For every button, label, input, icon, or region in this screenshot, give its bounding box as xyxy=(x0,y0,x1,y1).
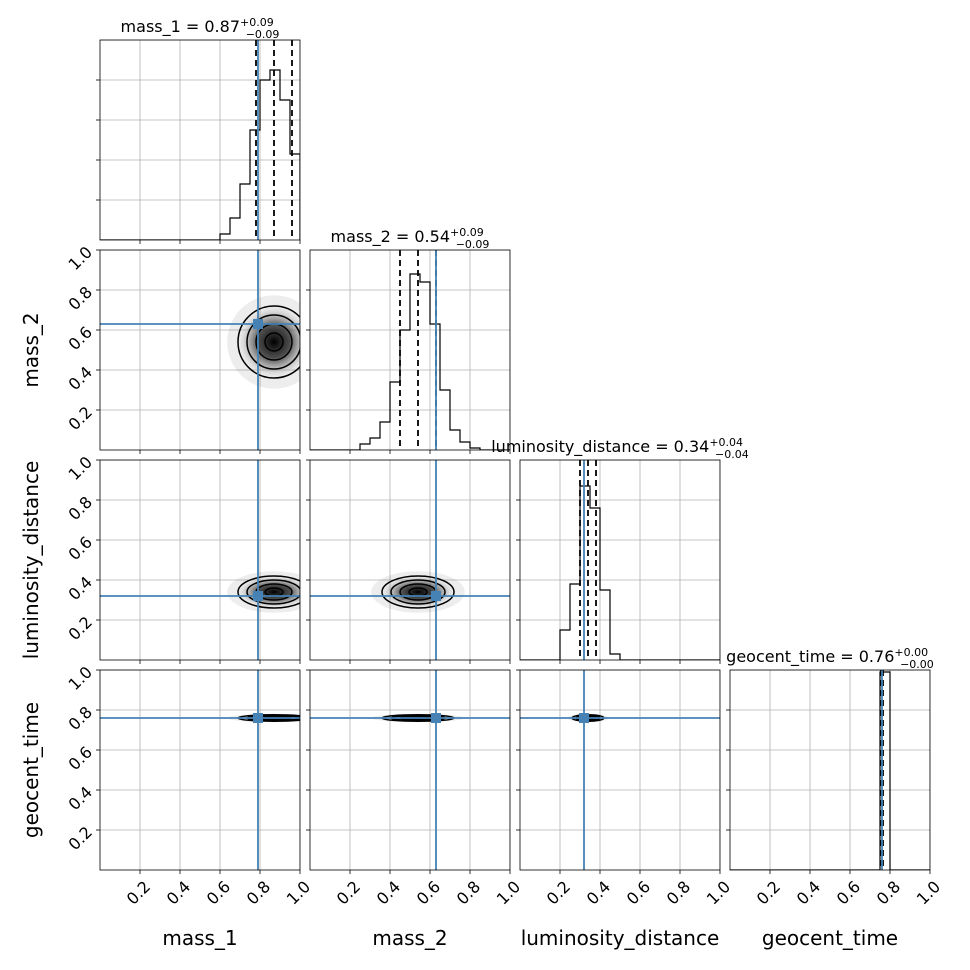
y-tick-label: 1.0 xyxy=(65,453,96,484)
panel-frame xyxy=(309,249,511,451)
y-tick-label: 0.6 xyxy=(65,533,96,564)
truth-marker xyxy=(579,713,589,723)
x-tick-label: 0.6 xyxy=(623,877,654,908)
panel-frame xyxy=(309,669,511,871)
panel-frame xyxy=(99,669,301,871)
panel-frame xyxy=(729,669,931,871)
panel-frame xyxy=(99,39,301,241)
x-axis-label-geocent_time: geocent_time xyxy=(762,926,898,950)
panel-mass_2-vs-mass_2 xyxy=(306,249,511,454)
y-tick-label: 0.8 xyxy=(65,493,96,524)
panel-frame xyxy=(99,249,301,451)
panel-geocent_time-vs-mass_2: 0.2 0.4 0.6 0.8 1.0 xyxy=(306,669,524,908)
panel-frame xyxy=(519,459,721,661)
panel-frame xyxy=(99,459,301,661)
x-axis-label-mass_1: mass_1 xyxy=(162,926,237,950)
truth-marker xyxy=(253,591,263,601)
y-axis-label-geocent_time: geocent_time xyxy=(19,702,43,838)
x-tick-label: 1.0 xyxy=(913,877,944,908)
x-tick-label: 0.4 xyxy=(373,877,404,908)
x-tick-label: 1.0 xyxy=(283,877,314,908)
x-tick-label: 0.2 xyxy=(543,877,574,908)
x-tick-label: 0.6 xyxy=(413,877,444,908)
y-axis-label-luminosity_distance: luminosity_distance xyxy=(19,461,43,660)
histogram-line xyxy=(730,671,930,870)
title-luminosity_distance: luminosity_distance = 0.34+0.04 −0.04 xyxy=(491,436,749,461)
y-tick-label: 1.0 xyxy=(65,243,96,274)
panel-geocent_time-vs-geocent_time: 0.2 0.4 0.6 0.8 1.0 xyxy=(726,669,944,908)
y-tick-label: 0.4 xyxy=(65,783,96,814)
x-tick-label: 1.0 xyxy=(703,877,734,908)
x-tick-label: 0.8 xyxy=(873,877,904,908)
panel-geocent_time-vs-mass_1: 0.2 0.4 0.6 0.8 1.0 0.2 0.4 0.6 0.8 1.0 xyxy=(65,663,315,909)
contour-line xyxy=(237,305,300,379)
histogram-line xyxy=(100,69,300,240)
truth-marker xyxy=(253,713,263,723)
title-mass_2: mass_2 = 0.54+0.09 −0.09 xyxy=(331,226,490,251)
x-tick-label: 0.4 xyxy=(793,877,824,908)
truth-marker xyxy=(431,713,441,723)
contour-line xyxy=(264,332,284,352)
y-tick-label: 0.4 xyxy=(65,363,96,394)
x-tick-label: 0.6 xyxy=(203,877,234,908)
x-tick-label: 0.8 xyxy=(453,877,484,908)
panel-luminosity_distance-vs-luminosity_distance xyxy=(516,459,721,664)
histogram-line xyxy=(520,485,720,660)
contour-line xyxy=(237,575,300,609)
contour-line xyxy=(246,579,300,605)
x-tick-label: 0.2 xyxy=(333,877,364,908)
y-tick-label: 0.2 xyxy=(65,403,96,434)
x-axis-label-luminosity_distance: luminosity_distance xyxy=(521,926,720,950)
contour-line xyxy=(246,314,300,370)
panel-luminosity_distance-vs-mass_2 xyxy=(306,459,511,664)
contour-line xyxy=(390,579,446,605)
x-axis-label-mass_2: mass_2 xyxy=(372,926,447,950)
title-mass_1: mass_1 = 0.87+0.09 −0.09 xyxy=(121,16,280,41)
y-tick-label: 0.4 xyxy=(65,573,96,604)
panel-frame xyxy=(519,669,721,871)
x-tick-label: 0.2 xyxy=(753,877,784,908)
x-tick-label: 0.8 xyxy=(663,877,694,908)
y-axis-label-mass_2: mass_2 xyxy=(19,312,43,387)
panel-geocent_time-vs-luminosity_distance: 0.2 0.4 0.6 0.8 1.0 xyxy=(516,669,734,908)
title-geocent_time: geocent_time = 0.76+0.00 −0.00 xyxy=(726,646,934,671)
histogram-line xyxy=(310,273,510,450)
y-tick-label: 0.8 xyxy=(65,703,96,734)
panel-mass_1-vs-mass_1 xyxy=(96,39,301,244)
y-tick-label: 0.2 xyxy=(65,613,96,644)
truth-marker xyxy=(431,591,441,601)
x-tick-label: 0.4 xyxy=(583,877,614,908)
x-tick-label: 0.4 xyxy=(163,877,194,908)
y-tick-label: 0.2 xyxy=(65,823,96,854)
y-tick-label: 0.6 xyxy=(65,743,96,774)
truth-marker xyxy=(253,319,263,329)
panel-luminosity_distance-vs-mass_1: 0.2 0.4 0.6 0.8 1.0 xyxy=(65,453,301,664)
panel-frame xyxy=(309,459,511,661)
y-tick-label: 1.0 xyxy=(65,663,96,694)
y-tick-label: 0.6 xyxy=(65,323,96,354)
axis-labels: mass_1 = 0.87+0.09 −0.09 mass_2 = 0.54+0.0… xyxy=(19,16,934,950)
x-tick-label: 0.2 xyxy=(123,877,154,908)
x-tick-label: 1.0 xyxy=(493,877,524,908)
panels: 0.20.40.60.81.00.20.40.60.81.00.2 0.4 0.6 0… xyxy=(65,39,944,909)
contour-line xyxy=(381,575,455,609)
y-tick-label: 0.8 xyxy=(65,283,96,314)
x-tick-label: 0.6 xyxy=(833,877,864,908)
x-tick-label: 0.8 xyxy=(243,877,274,908)
panel-mass_2-vs-mass_1: 0.2 0.4 0.6 0.8 1.0 xyxy=(65,243,301,454)
